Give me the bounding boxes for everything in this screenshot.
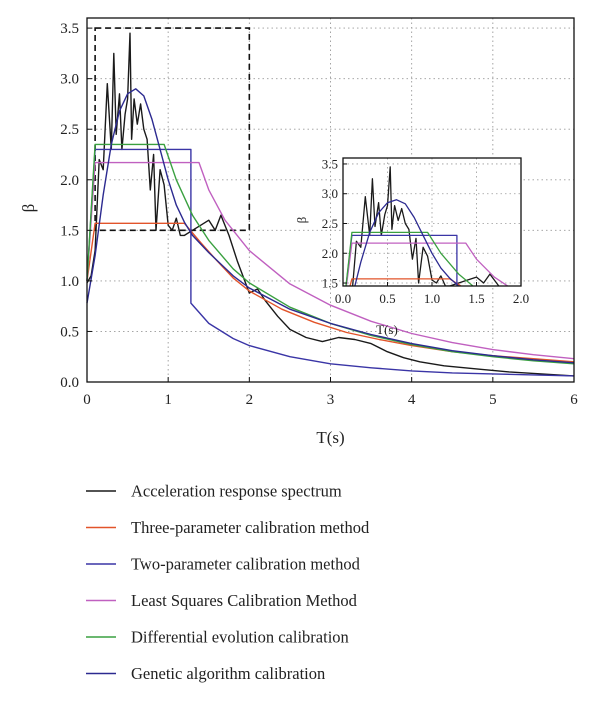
inset-series-line-three-parameter-calibration-method [349, 278, 463, 286]
inset-x-tick-label: 2.0 [513, 291, 529, 306]
inset-series-line-genetic-algorithm-calibration [354, 199, 461, 286]
x-tick-label: 6 [570, 392, 578, 408]
legend-label: Least Squares Calibration Method [131, 591, 358, 610]
inset-axis-ticks: 0.0 0.5 1.0 1.5 2.0 1.5 2.0 2.5 3.0 3.5 [322, 156, 529, 306]
legend-item-least-squares-calibration-method: Least Squares Calibration Method [86, 591, 358, 610]
inset-y-axis-label: β [294, 216, 309, 223]
legend-label: Genetic algorithm calibration [131, 664, 325, 683]
inset-x-tick-label: 1.0 [424, 291, 440, 306]
x-tick-label: 0 [83, 392, 91, 408]
x-tick-label: 5 [489, 392, 497, 408]
legend-label: Three-parameter calibration method [131, 518, 370, 537]
legend-item-genetic-algorithm-calibration: Genetic algorithm calibration [86, 664, 325, 683]
inset-series-line-acceleration-response-spectrum [351, 166, 500, 286]
inset-x-axis-label: T(s) [376, 322, 398, 337]
legend: Acceleration response spectrum Three-para… [86, 482, 370, 683]
legend-label: Acceleration response spectrum [131, 482, 342, 501]
y-tick-label: 0.0 [60, 375, 79, 391]
inset-series-line-least-squares-calibration-method [345, 242, 509, 286]
inset-y-tick-label: 2.0 [322, 246, 338, 261]
x-axis-label: T(s) [316, 428, 344, 447]
series-line-genetic-algorithm-calibration [86, 88, 575, 364]
main-axis-ticks: 0 1 2 3 4 5 6 0.0 0.5 1.0 1.5 2.0 2.5 3.0 3.5 [60, 21, 578, 408]
legend-label: Differential evolution calibration [131, 628, 349, 647]
series-line-least-squares-calibration-method [86, 161, 575, 360]
main-series-lines [86, 32, 575, 377]
inset-series-line-two-parameter-calibration-method [345, 234, 458, 286]
x-tick-label: 4 [408, 392, 416, 408]
inset-series-line-differential-evolution-calibration [345, 231, 474, 286]
inset-y-tick-label: 3.5 [322, 156, 338, 171]
inset-x-tick-label: 0.0 [335, 291, 351, 306]
legend-item-three-parameter-calibration-method: Three-parameter calibration method [86, 518, 370, 537]
inset-series-lines [345, 166, 509, 286]
series-line-differential-evolution-calibration [86, 143, 575, 365]
legend-item-acceleration-response-spectrum: Acceleration response spectrum [86, 482, 342, 501]
inset-chart: 0.0 0.5 1.0 1.5 2.0 1.5 2.0 2.5 3.0 3.5 T(s) β [294, 156, 529, 337]
inset-y-tick-label: 2.5 [322, 216, 338, 231]
zoom-region-box [94, 27, 251, 232]
x-tick-label: 2 [246, 392, 254, 408]
legend-item-two-parameter-calibration-method: Two-parameter calibration method [86, 555, 361, 574]
series-line-acceleration-response-spectrum [86, 32, 575, 377]
y-tick-label: 1.0 [60, 274, 79, 290]
inset-y-tick-label: 3.0 [322, 186, 338, 201]
y-tick-label: 2.5 [60, 122, 79, 138]
inset-y-tick-label: 1.5 [322, 276, 338, 291]
x-tick-label: 3 [327, 392, 335, 408]
main-zoom-box [94, 27, 251, 232]
x-tick-label: 1 [164, 392, 172, 408]
y-tick-label: 0.5 [60, 324, 79, 340]
legend-item-differential-evolution-calibration: Differential evolution calibration [86, 628, 349, 647]
inset-x-tick-label: 1.5 [468, 291, 484, 306]
inset-x-tick-label: 0.5 [379, 291, 395, 306]
y-tick-label: 3.0 [60, 72, 79, 88]
legend-label: Two-parameter calibration method [131, 555, 361, 574]
y-axis-label: β [19, 204, 38, 213]
y-tick-label: 3.5 [60, 21, 79, 37]
y-tick-label: 2.0 [60, 173, 79, 189]
inset-grid [343, 158, 521, 286]
series-line-two-parameter-calibration-method [86, 148, 575, 377]
y-tick-label: 1.5 [60, 223, 79, 239]
